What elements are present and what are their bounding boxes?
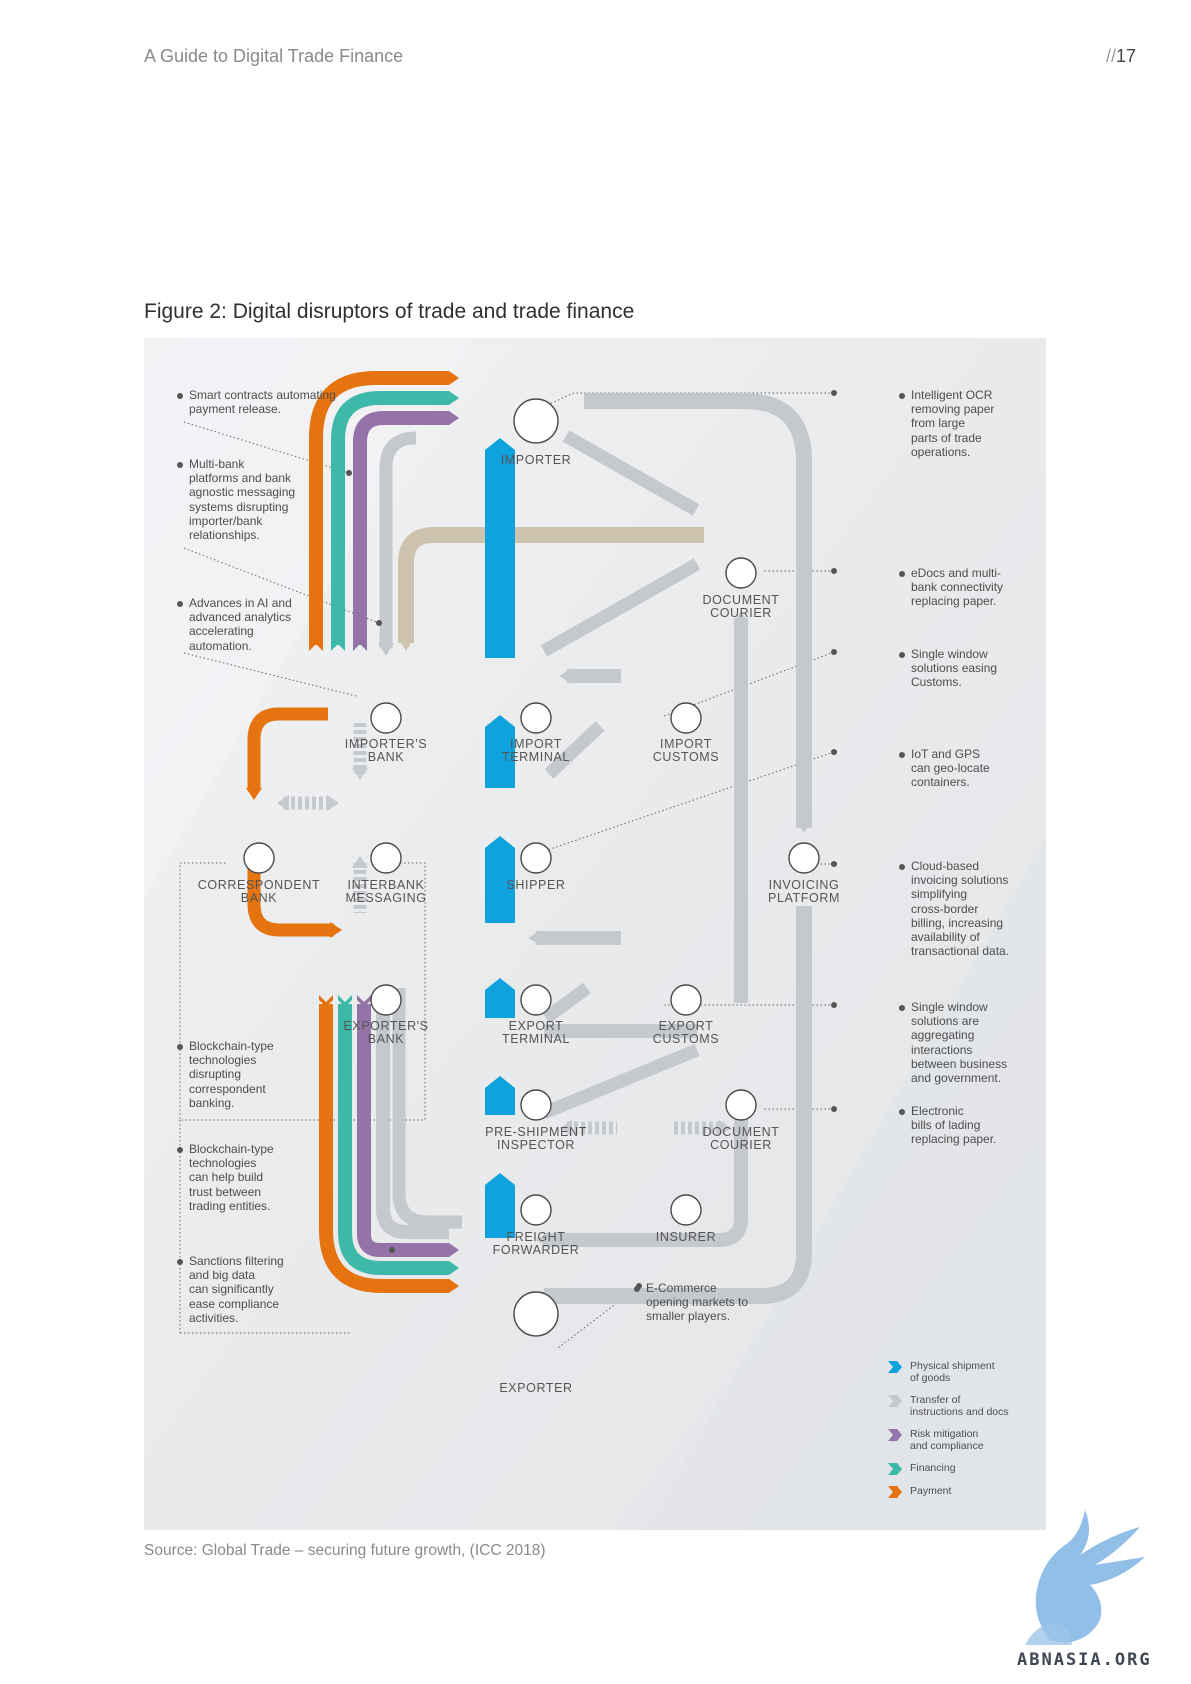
label-freight-forwarder: FREIGHT FORWARDER xyxy=(492,1230,580,1257)
flow-diagram xyxy=(144,338,1046,1530)
label-import-customs: IMPORT CUSTOMS xyxy=(652,737,720,764)
note-single-window-aggregating: Single window solutions are aggregating … xyxy=(899,1000,1007,1085)
path-courier-exporter xyxy=(544,1108,748,1247)
legend-chevron-icon xyxy=(888,1486,902,1498)
note-ocr: Intelligent OCR removing paper from larg… xyxy=(899,388,994,459)
griffin-logo-icon xyxy=(1025,1510,1145,1645)
node-pre-shipment-inspector xyxy=(520,1089,552,1121)
figure-source: Source: Global Trade – securing future g… xyxy=(144,1542,546,1559)
node-correspondent-bank xyxy=(243,842,275,874)
node-importer xyxy=(513,398,559,444)
node-importers-bank xyxy=(370,702,402,734)
note-smart-contracts: Smart contracts automating payment relea… xyxy=(177,388,336,416)
instructions-arrowheads xyxy=(277,611,812,1304)
label-pre-shipment-inspector: PRE-SHIPMENT INSPECTOR xyxy=(485,1125,587,1152)
node-document-courier-bottom xyxy=(725,1089,757,1121)
legend-chevron-icon xyxy=(888,1361,902,1373)
note-single-window-customs: Single window solutions easing Customs. xyxy=(899,647,997,690)
beige-arrowhead xyxy=(398,638,414,651)
note-blockchain-correspondent: Blockchain-type technologies disrupting … xyxy=(177,1039,274,1110)
label-export-terminal: EXPORT TERMINAL xyxy=(501,1019,570,1046)
note-edocs: eDocs and multi- bank connectivity repla… xyxy=(899,566,1003,609)
upper-ribbon xyxy=(309,371,449,645)
correspondent-loop-arrowhead xyxy=(330,922,342,938)
node-import-customs xyxy=(670,702,702,734)
figure-title: Figure 2: Digital disruptors of trade an… xyxy=(144,300,635,323)
page-number: //17 xyxy=(1105,46,1136,66)
shipment-path xyxy=(485,438,515,1238)
node-interbank-messaging xyxy=(370,842,402,874)
correspondent-loop-arrowhead xyxy=(246,788,262,800)
note-bullets xyxy=(636,390,837,1289)
note-multi-bank: Multi-bank platforms and bank agnostic m… xyxy=(177,457,295,542)
note-cloud-invoicing: Cloud-based invoicing solutions simplify… xyxy=(899,859,1009,958)
note-sanctions: Sanctions filtering and big data can sig… xyxy=(177,1254,284,1325)
label-import-terminal: IMPORT TERMINAL xyxy=(501,737,570,764)
note-iot-gps: IoT and GPS can geo-locate containers. xyxy=(899,747,990,790)
node-shipper xyxy=(520,842,552,874)
node-exporter xyxy=(513,1291,559,1337)
legend-item-risk: Risk mitigation and compliance xyxy=(888,1428,1038,1452)
legend-item-instructions: Transfer of instructions and docs xyxy=(888,1394,1038,1418)
node-invoicing-platform xyxy=(788,842,820,874)
upper-ribbon-arrowheads xyxy=(309,371,459,651)
legend: Physical shipment of goods Transfer of i… xyxy=(888,1360,1038,1508)
label-interbank-messaging: INTERBANK MESSAGING xyxy=(345,878,427,905)
node-insurer xyxy=(670,1194,702,1226)
note-electronic-bills: Electronic bills of lading replacing pap… xyxy=(899,1104,996,1147)
watermark-text: ABNASIA.ORG xyxy=(1017,1650,1152,1670)
node-exporters-bank xyxy=(370,984,402,1016)
node-freight-forwarder xyxy=(520,1194,552,1226)
label-document-courier-top: DOCUMENT COURIER xyxy=(702,593,780,620)
correspondent-loop xyxy=(247,707,334,937)
label-shipper: SHIPPER xyxy=(506,878,566,892)
label-export-customs: EXPORT CUSTOMS xyxy=(652,1019,720,1046)
callout-dots xyxy=(346,470,395,1253)
diagram-panel: IMPORTER DOCUMENT COURIER IMPORTER'S BAN… xyxy=(144,338,1046,1530)
label-invoicing-platform: INVOICING PLATFORM xyxy=(768,878,840,905)
note-ai-analytics: Advances in AI and advanced analytics ac… xyxy=(177,596,292,653)
legend-item-financing: Financing xyxy=(888,1462,1038,1475)
node-import-terminal xyxy=(520,702,552,734)
label-importers-bank: IMPORTER'S BANK xyxy=(344,737,428,764)
note-ecommerce: E-Commerce opening markets to smaller pl… xyxy=(634,1281,748,1324)
label-correspondent-bank: CORRESPONDENT BANK xyxy=(197,878,321,905)
node-document-courier-top xyxy=(725,557,757,589)
label-insurer: INSURER xyxy=(655,1230,717,1244)
legend-chevron-icon xyxy=(888,1463,902,1475)
label-document-courier-bottom: DOCUMENT COURIER xyxy=(702,1125,780,1152)
legend-item-payment: Payment xyxy=(888,1485,1038,1498)
legend-chevron-icon xyxy=(888,1395,902,1407)
node-export-customs xyxy=(670,984,702,1016)
nodes xyxy=(243,398,820,1337)
beige-path xyxy=(398,527,704,643)
label-importer: IMPORTER xyxy=(500,453,572,467)
legend-item-shipment: Physical shipment of goods xyxy=(888,1360,1038,1384)
lower-ribbon xyxy=(319,1004,449,1293)
label-exporters-bank: EXPORTER'S BANK xyxy=(343,1019,429,1046)
path-importer-invoicing xyxy=(584,393,812,828)
document-title: A Guide to Digital Trade Finance xyxy=(144,46,404,66)
label-exporter: EXPORTER xyxy=(499,1381,573,1395)
path-invoicing-exporter xyxy=(544,906,812,1304)
node-export-terminal xyxy=(520,984,552,1016)
background-facet xyxy=(644,838,1046,1530)
note-blockchain-trust: Blockchain-type technologies can help bu… xyxy=(177,1142,274,1213)
legend-chevron-icon xyxy=(888,1429,902,1441)
instructions-paths xyxy=(284,393,812,1304)
